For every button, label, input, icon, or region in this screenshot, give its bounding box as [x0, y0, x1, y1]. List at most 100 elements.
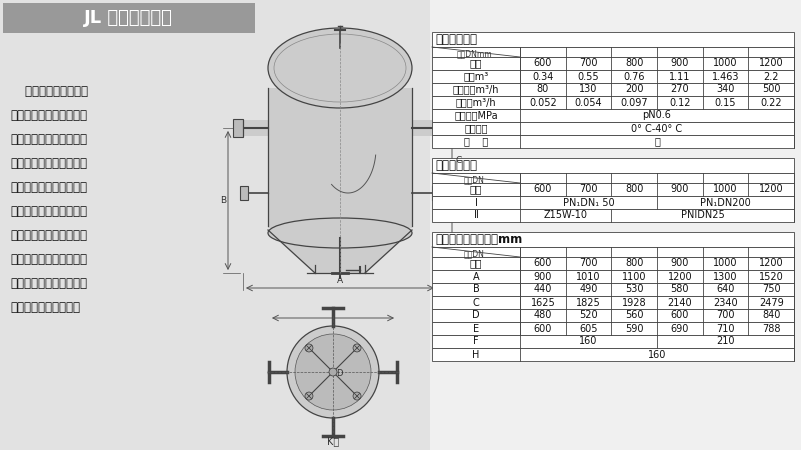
Bar — [432, 283, 794, 296]
Text: 130: 130 — [579, 85, 598, 94]
Bar — [432, 109, 794, 122]
Text: 1300: 1300 — [713, 271, 738, 282]
Text: 900: 900 — [670, 58, 689, 68]
Ellipse shape — [268, 218, 412, 248]
Text: 590: 590 — [625, 324, 643, 333]
Text: 750: 750 — [762, 284, 780, 294]
Text: 环系统的安全，和达到循: 环系统的安全，和达到循 — [10, 157, 87, 170]
Text: 1000: 1000 — [713, 258, 738, 269]
Text: PNIDN25: PNIDN25 — [681, 211, 725, 220]
Text: 1520: 1520 — [759, 271, 783, 282]
Text: 主要技术参数: 主要技术参数 — [435, 33, 477, 46]
Text: 环水回用的节约目的，所: 环水回用的节约目的，所 — [10, 181, 87, 194]
Text: 2.2: 2.2 — [763, 72, 779, 81]
Bar — [432, 47, 794, 57]
Bar — [432, 257, 794, 270]
Text: 840: 840 — [762, 310, 780, 320]
Text: 700: 700 — [579, 58, 598, 68]
Text: 0.22: 0.22 — [760, 98, 782, 108]
Text: 电厂主要用来澄清和消除: 电厂主要用来澄清和消除 — [10, 109, 87, 122]
Text: 0.052: 0.052 — [529, 98, 557, 108]
Text: 滤石量m³/h: 滤石量m³/h — [456, 98, 497, 108]
Bar — [268, 193, 412, 228]
Text: 1100: 1100 — [622, 271, 646, 282]
Bar — [233, 119, 243, 137]
Bar — [432, 247, 794, 257]
Text: 900: 900 — [533, 271, 552, 282]
Text: 规格DNmm: 规格DNmm — [457, 49, 492, 58]
Text: 500: 500 — [762, 85, 780, 94]
Bar — [432, 173, 794, 183]
Text: 440: 440 — [533, 284, 552, 294]
Circle shape — [305, 392, 313, 400]
Text: 规格DN: 规格DN — [464, 249, 485, 258]
Text: pN0.6: pN0.6 — [642, 111, 671, 121]
Text: 600: 600 — [533, 58, 552, 68]
Bar — [3, 3, 255, 33]
Text: 参数: 参数 — [469, 58, 482, 68]
Text: 580: 580 — [670, 284, 689, 294]
Text: 2479: 2479 — [759, 297, 783, 307]
Text: 0.097: 0.097 — [620, 98, 648, 108]
Text: 700: 700 — [716, 310, 735, 320]
Text: H: H — [473, 350, 480, 360]
Text: 水: 水 — [654, 136, 660, 147]
Bar — [432, 296, 794, 309]
Bar — [432, 348, 794, 361]
Text: Ⅰ: Ⅰ — [474, 198, 477, 207]
Bar — [432, 158, 794, 173]
Text: D: D — [336, 369, 343, 378]
Text: 270: 270 — [670, 85, 689, 94]
Text: PN₁DN₁ 50: PN₁DN₁ 50 — [562, 198, 614, 207]
Text: 1625: 1625 — [530, 297, 555, 307]
Text: 以这种设备在高寒缺水地: 以这种设备在高寒缺水地 — [10, 205, 87, 218]
Text: C: C — [455, 156, 461, 165]
Bar — [240, 186, 248, 200]
Bar — [432, 232, 794, 247]
Circle shape — [295, 334, 371, 410]
Text: 使用压力MPa: 使用压力MPa — [454, 111, 497, 121]
Text: 1010: 1010 — [576, 271, 601, 282]
Text: C: C — [473, 297, 479, 307]
Text: PN₁DN200: PN₁DN200 — [700, 198, 751, 207]
Bar — [432, 135, 794, 148]
Circle shape — [353, 392, 361, 400]
Text: 900: 900 — [670, 184, 689, 194]
Text: 480: 480 — [533, 310, 552, 320]
Bar — [432, 270, 794, 283]
Ellipse shape — [268, 28, 412, 108]
Text: 560: 560 — [625, 310, 643, 320]
Text: 0.55: 0.55 — [578, 72, 599, 81]
Text: 当然，矿山、冶金、建材: 当然，矿山、冶金、建材 — [10, 253, 87, 266]
Circle shape — [353, 344, 361, 352]
Text: 1200: 1200 — [759, 258, 783, 269]
Text: 1000: 1000 — [713, 184, 738, 194]
Text: 1200: 1200 — [759, 58, 783, 68]
Text: 490: 490 — [579, 284, 598, 294]
Text: 800: 800 — [625, 58, 643, 68]
Bar — [432, 70, 794, 83]
Bar — [432, 186, 440, 200]
Text: 340: 340 — [716, 85, 735, 94]
Bar — [432, 122, 794, 135]
Text: 800: 800 — [625, 184, 643, 194]
Bar — [432, 183, 794, 196]
Bar — [0, 0, 430, 450]
Text: Z15W-10: Z15W-10 — [544, 211, 588, 220]
Text: 800: 800 — [625, 258, 643, 269]
Text: 520: 520 — [579, 310, 598, 320]
Bar — [430, 0, 801, 450]
Bar — [432, 83, 794, 96]
Text: 600: 600 — [533, 258, 552, 269]
Text: 0.34: 0.34 — [532, 72, 553, 81]
Text: 规格DN: 规格DN — [464, 175, 485, 184]
Text: A: A — [473, 271, 479, 282]
Text: 80: 80 — [537, 85, 549, 94]
Text: 1.463: 1.463 — [712, 72, 739, 81]
Text: 容积m³: 容积m³ — [463, 72, 489, 81]
Text: 1200: 1200 — [759, 184, 783, 194]
Text: 2340: 2340 — [713, 297, 738, 307]
Text: 0.15: 0.15 — [714, 98, 736, 108]
Text: 210: 210 — [716, 337, 735, 347]
Bar — [432, 309, 794, 322]
